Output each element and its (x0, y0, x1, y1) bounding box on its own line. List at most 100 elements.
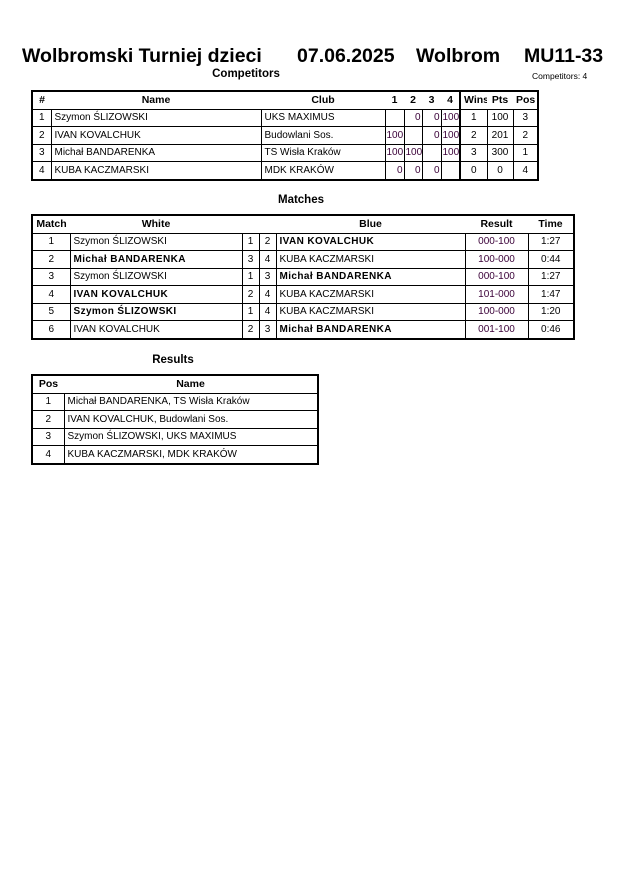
wins: 3 (459, 143, 488, 162)
white-competitor: IVAN KOVALCHUK (69, 320, 243, 339)
competitor-row: 1 Szymon ŚLIZOWSKI UKS MAXIMUS 0 0 100 1 100 3 (31, 108, 539, 127)
col-header: Wins (459, 90, 487, 110)
points: 201 (486, 126, 514, 145)
col-time: Time (528, 214, 574, 234)
score-cell: 0 (403, 161, 423, 180)
competitor-club: TS Wisła Kraków (260, 143, 386, 162)
match-number: 3 (31, 267, 71, 286)
blue-number: 4 (258, 250, 277, 269)
result-name: IVAN KOVALCHUK, Budowlani Sos. (63, 410, 319, 429)
match-row: 3 Szymon ŚLIZOWSKI 1 3 Michał BANDARENKA 000-… (31, 267, 575, 286)
position: 4 (512, 161, 539, 180)
result-position: 2 (31, 410, 65, 429)
result-name: Michał BANDARENKA, TS Wisła Kraków (63, 392, 319, 411)
white-competitor: Szymon ŚLIZOWSKI (69, 267, 243, 286)
row-number: 2 (31, 126, 52, 145)
competitor-row: 2 IVAN KOVALCHUK Budowlani Sos. 100 0 100 2 201… (31, 126, 539, 145)
competitors-count: Competitors: 4 (532, 71, 588, 81)
result-name: Szymon ŚLIZOWSKI, UKS MAXIMUS (63, 427, 319, 446)
competitor-club: Budowlani Sos. (260, 126, 386, 145)
event-category: MU11-33 (524, 45, 604, 67)
score-cell: 100 (440, 143, 461, 162)
blue-competitor: IVAN KOVALCHUK (275, 232, 466, 251)
match-time: 1:27 (527, 232, 575, 251)
white-number: 1 (241, 267, 260, 286)
blue-competitor: KUBA KACZMARSKI (275, 250, 466, 269)
event-name: Wolbromski Turniej dzieci (22, 45, 262, 67)
match-number: 1 (31, 232, 71, 251)
score-cell: 0 (421, 108, 442, 127)
col-white: White (70, 214, 242, 234)
white-competitor: Michał BANDARENKA (69, 250, 243, 269)
score-cell: 0 (403, 108, 423, 127)
score-cell: 0 (421, 126, 442, 145)
blue-number: 3 (258, 267, 277, 286)
col-blue: Blue (276, 214, 465, 234)
blue-competitor: Michał BANDARENKA (275, 267, 466, 286)
competitor-club: UKS MAXIMUS (260, 108, 386, 127)
match-result: 101-000 (464, 285, 529, 304)
blue-number: 2 (258, 232, 277, 251)
score-cell: 0 (384, 161, 405, 180)
match-time: 1:47 (527, 285, 575, 304)
match-number: 4 (31, 285, 71, 304)
score-cell (440, 161, 461, 180)
wins: 0 (459, 161, 488, 180)
white-number: 1 (241, 232, 260, 251)
result-name: KUBA KACZMARSKI, MDK KRAKÓW (63, 445, 319, 464)
match-row: 2 Michał BANDARENKA 3 4 KUBA KACZMARSKI 100-0… (31, 250, 575, 269)
match-result: 000-100 (464, 267, 529, 286)
matches-table: Match White Blue Result Time 1 Szymon ŚLI… (31, 214, 575, 340)
match-row: 6 IVAN KOVALCHUK 2 3 Michał BANDARENKA 001-10… (31, 320, 575, 339)
score-cell: 100 (440, 126, 461, 145)
col-header: 4 (441, 90, 460, 110)
score-cell: 100 (440, 108, 461, 127)
competitor-name: Michał BANDARENKA (50, 143, 262, 162)
blue-number: 4 (258, 302, 277, 321)
result-row: 3 Szymon ŚLIZOWSKI, UKS MAXIMUS (31, 427, 319, 446)
result-position: 4 (31, 445, 65, 464)
col-pos: Pos (32, 374, 64, 394)
white-number: 1 (241, 302, 260, 321)
match-time: 1:27 (527, 267, 575, 286)
score-cell: 100 (403, 143, 423, 162)
result-position: 3 (31, 427, 65, 446)
col-result: Result (465, 214, 528, 234)
match-result: 100-000 (464, 250, 529, 269)
col-header: # (32, 90, 51, 110)
match-number: 5 (31, 302, 71, 321)
score-cell (384, 108, 405, 127)
white-competitor: IVAN KOVALCHUK (69, 285, 243, 304)
white-number: 2 (241, 285, 260, 304)
match-result: 000-100 (464, 232, 529, 251)
match-time: 0:46 (527, 320, 575, 339)
col-header: Club (261, 90, 385, 110)
result-position: 1 (31, 392, 65, 411)
competitor-name: KUBA KACZMARSKI (50, 161, 262, 180)
white-number: 3 (241, 250, 260, 269)
results-table: Pos Name 1 Michał BANDARENKA, TS Wisła Kr… (31, 374, 319, 465)
match-row: 4 IVAN KOVALCHUK 2 4 KUBA KACZMARSKI 101-000 1… (31, 285, 575, 304)
score-cell: 100 (384, 126, 405, 145)
row-number: 3 (31, 143, 52, 162)
match-result: 100-000 (464, 302, 529, 321)
row-number: 1 (31, 108, 52, 127)
white-number: 2 (241, 320, 260, 339)
col-name: Name (64, 374, 318, 394)
competitor-row: 3 Michał BANDARENKA TS Wisła Kraków 100 100 1… (31, 143, 539, 162)
event-date: 07.06.2025 (297, 45, 395, 67)
score-cell: 100 (384, 143, 405, 162)
match-result: 001-100 (464, 320, 529, 339)
competitors-table: # Name Club 1 2 3 4 Wins Pts Pos 1 Szymon ŚLIZOWSKI… (31, 90, 539, 181)
col-header: Pos (513, 90, 538, 110)
competitor-name: IVAN KOVALCHUK (50, 126, 262, 145)
matches-heading: Matches (277, 194, 325, 206)
col-header: 3 (422, 90, 441, 110)
match-number: 6 (31, 320, 71, 339)
col-header: 1 (385, 90, 404, 110)
result-row: 4 KUBA KACZMARSKI, MDK KRAKÓW (31, 445, 319, 464)
row-number: 4 (31, 161, 52, 180)
col-header: Pts (487, 90, 513, 110)
points: 300 (486, 143, 514, 162)
competitor-row: 4 KUBA KACZMARSKI MDK KRAKÓW 0 0 0 0 0 4 (31, 161, 539, 180)
